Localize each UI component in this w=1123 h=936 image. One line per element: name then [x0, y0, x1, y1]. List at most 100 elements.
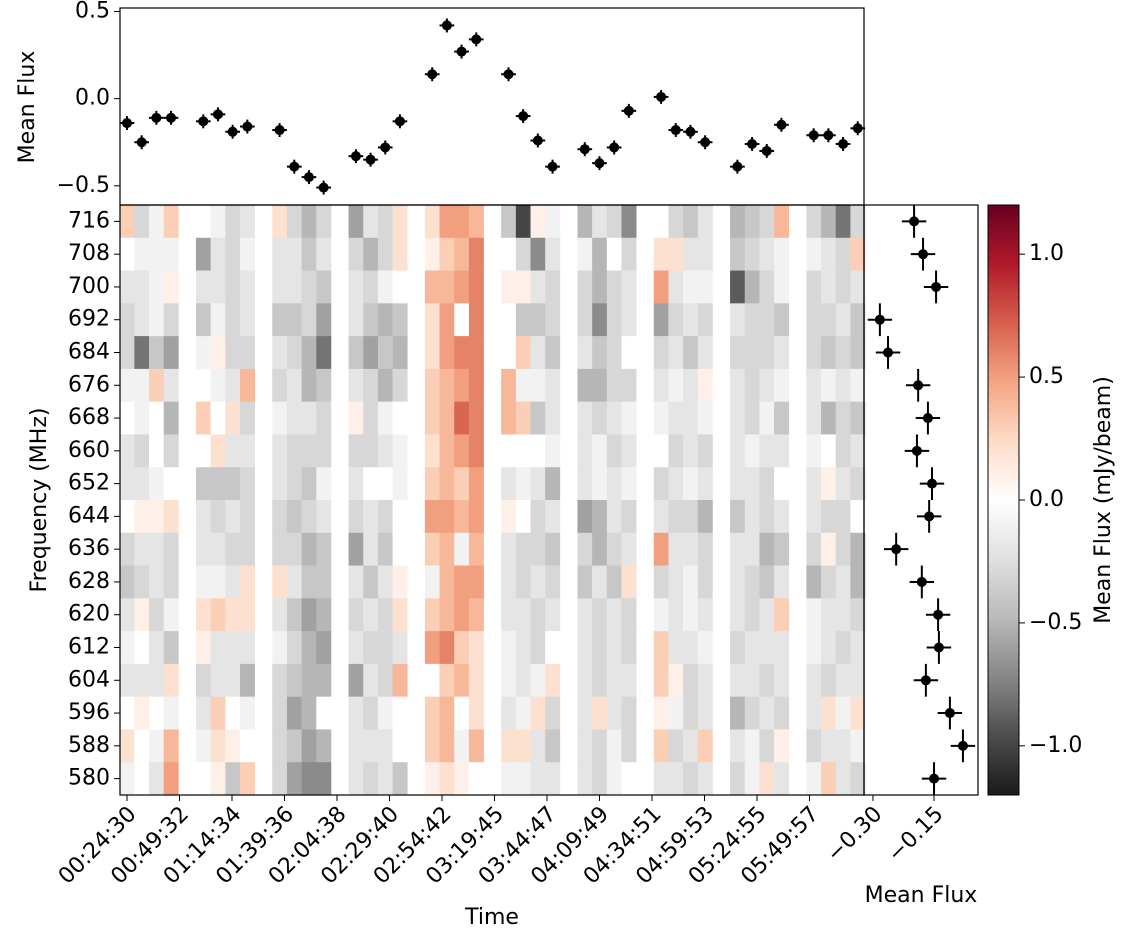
heatmap-cell [239, 598, 255, 632]
heatmap-cell [806, 270, 822, 304]
heatmap-cell [316, 336, 332, 370]
heatmap-cell [621, 565, 637, 599]
point [441, 20, 452, 31]
heatmap-cell [683, 500, 699, 534]
heatmap-cell [730, 631, 746, 665]
point [547, 161, 558, 172]
heatmap-cell [301, 237, 317, 271]
heatmap-cell [439, 205, 455, 239]
heatmap-cell [683, 696, 699, 730]
heatmap-cell [301, 500, 317, 534]
heatmap-cell [806, 598, 822, 632]
heatmap-cell [515, 434, 531, 468]
heatmap-cell [134, 270, 150, 304]
heatmap-cell [653, 729, 669, 763]
heatmap-cell [239, 696, 255, 730]
heatmap-cell [774, 762, 790, 796]
heatmap-cell [621, 631, 637, 665]
heatmap-cell [683, 565, 699, 599]
heatmap-cell [195, 598, 211, 632]
heatmap-cell [850, 631, 866, 665]
heatmap-cell [454, 598, 470, 632]
heatmap-cell [195, 205, 211, 239]
heatmap-cell [577, 762, 593, 796]
heatmap-cell [501, 205, 517, 239]
heatmap-cell [286, 663, 302, 697]
point [670, 125, 681, 136]
heatmap-cell [545, 729, 561, 763]
y-tick-label: 644 [68, 503, 110, 528]
heatmap-cell [286, 205, 302, 239]
heatmap-cell [316, 500, 332, 534]
heatmap-cell [774, 467, 790, 501]
heatmap-cell [759, 598, 775, 632]
heatmap-cell [515, 532, 531, 566]
heatmap-cell [272, 336, 288, 370]
y-tick-label: 580 [68, 766, 110, 791]
heatmap-cell [348, 205, 364, 239]
heatmap-cell [850, 729, 866, 763]
heatmap-cell [621, 205, 637, 239]
heatmap-cell [621, 532, 637, 566]
heatmap-cell [759, 631, 775, 665]
heatmap-cell [697, 467, 713, 501]
side-x-axis-label: Mean Flux [865, 883, 978, 908]
heatmap-cell [454, 336, 470, 370]
heatmap-cell [821, 729, 837, 763]
heatmap-cell [363, 696, 379, 730]
heatmap-cell [621, 336, 637, 370]
heatmap-cell [392, 270, 408, 304]
point [166, 112, 177, 123]
heatmap-cell [225, 500, 241, 534]
heatmap-cell [286, 467, 302, 501]
heatmap-cell [683, 336, 699, 370]
point [920, 675, 931, 686]
heatmap-cell [377, 729, 393, 763]
heatmap-cell [515, 663, 531, 697]
heatmap-cell [592, 303, 608, 337]
heatmap-cell [744, 500, 760, 534]
heatmap-cell [501, 696, 517, 730]
heatmap-cell [545, 270, 561, 304]
heatmap-cell [835, 762, 851, 796]
heatmap-cell [134, 729, 150, 763]
point [380, 142, 391, 153]
heatmap-cell [377, 565, 393, 599]
heatmap-cell [424, 401, 440, 435]
heatmap-cell [806, 631, 822, 665]
heatmap-cell [439, 500, 455, 534]
heatmap-cell [454, 729, 470, 763]
colorbar-tick-label: 0.5 [1029, 364, 1064, 389]
heatmap-cell [592, 205, 608, 239]
heatmap-cell [592, 237, 608, 271]
heatmap-cell [730, 729, 746, 763]
heatmap-cell [316, 237, 332, 271]
heatmap-cell [134, 532, 150, 566]
heatmap-cell [468, 500, 484, 534]
colorbar [987, 204, 1020, 796]
heatmap-cell [348, 532, 364, 566]
heatmap-cell [668, 237, 684, 271]
heatmap-cell [577, 303, 593, 337]
heatmap-cell [348, 729, 364, 763]
heatmap-cell [530, 663, 546, 697]
heatmap-cell [501, 729, 517, 763]
point [916, 576, 927, 587]
heatmap-cell [821, 270, 837, 304]
heatmap-cell [668, 762, 684, 796]
heatmap-cell [163, 467, 179, 501]
top-frame [119, 7, 865, 206]
heatmap-cell [683, 598, 699, 632]
heatmap-cell [225, 729, 241, 763]
heatmap-cell [759, 270, 775, 304]
heatmap-cell [835, 270, 851, 304]
heatmap-cell [744, 205, 760, 239]
heatmap-cell [301, 729, 317, 763]
heatmap-cell [316, 663, 332, 697]
heatmap-cell [835, 368, 851, 402]
heatmap-cell [850, 205, 866, 239]
heatmap-cell [730, 401, 746, 435]
heatmap-cell [348, 467, 364, 501]
heatmap-cell [454, 237, 470, 271]
point [823, 130, 834, 141]
